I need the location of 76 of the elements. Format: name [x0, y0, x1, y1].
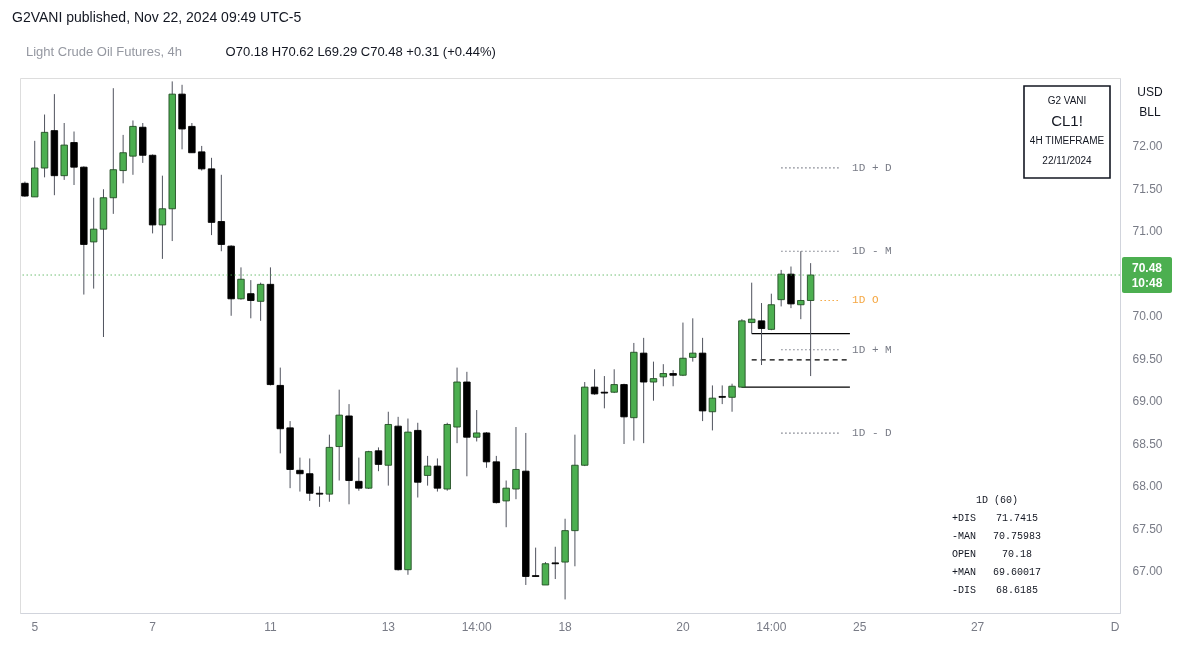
- y-tick-label: 70.00: [1132, 309, 1163, 324]
- annotation: OPEN: [951, 549, 977, 560]
- x-tick-label: 14:00: [756, 619, 787, 634]
- candlestick: [679, 322, 687, 377]
- candlestick: [708, 384, 717, 431]
- candlestick: [247, 279, 255, 319]
- annotation: G2 VANI: [1047, 95, 1087, 106]
- candlestick: [433, 457, 442, 493]
- candlestick: [217, 174, 226, 252]
- series-label: 1D - M: [852, 245, 892, 258]
- y-axis-title: USD BLL: [1137, 85, 1163, 119]
- candlestick: [502, 480, 510, 528]
- chart-title: Light Crude Oil Futures, 4h: [26, 44, 183, 59]
- y-tick-label: 68.00: [1132, 479, 1163, 494]
- annotation: 71.7415: [995, 513, 1039, 524]
- candlestick: [423, 455, 432, 487]
- y-tick-label: 69.50: [1132, 351, 1163, 366]
- x-tick-label: 11: [264, 619, 277, 634]
- annotation: CL1!: [1051, 112, 1083, 129]
- x-tick-label: 14:00: [461, 619, 493, 634]
- candlestick: [531, 547, 540, 577]
- x-tick-label: 27: [970, 619, 985, 634]
- annotation: 22/11/2024: [1042, 155, 1093, 166]
- annotation: 1D (60): [975, 495, 1019, 506]
- x-tick-label: 7: [149, 619, 157, 634]
- x-tick-label: 13: [381, 619, 396, 634]
- x-tick-label: D: [1110, 619, 1120, 634]
- series-label: 1D + D: [852, 161, 893, 174]
- series-label: 1D - D: [852, 427, 893, 440]
- candlestick: [306, 457, 314, 502]
- candlestick: [590, 368, 599, 396]
- candlestick: [198, 145, 206, 172]
- annotation: 70.18: [1001, 549, 1033, 560]
- x-tick-label: 25: [853, 619, 867, 634]
- candlestick: [600, 375, 609, 409]
- candlestick: [119, 134, 127, 184]
- annotation: 4H TIMEFRAME: [1029, 135, 1105, 146]
- candlestick: [355, 457, 363, 492]
- x-tick-label: 20: [676, 619, 690, 634]
- x-tick-label: 5: [31, 619, 39, 634]
- ref-line-label: 70.48 10:48: [1131, 261, 1163, 291]
- y-tick-label: 72.00: [1132, 139, 1163, 154]
- y-tick-label: 71.00: [1132, 224, 1163, 239]
- candlestick: [669, 369, 677, 387]
- y-tick-label: 67.00: [1132, 564, 1163, 579]
- candlestick: [374, 446, 383, 472]
- annotation: 69.60017: [992, 567, 1042, 578]
- annotation: +MAN: [951, 567, 977, 578]
- candlestick: [296, 457, 304, 493]
- candlestick: [659, 363, 667, 387]
- candlestick: [551, 546, 559, 580]
- series-label: 1D O: [852, 294, 879, 307]
- candlestick: [473, 409, 481, 442]
- text: G2VANI published, Nov 22, 2024 09:49 UTC-5: [12, 9, 302, 25]
- candlestick: [158, 175, 167, 260]
- y-tick-label: 71.50: [1132, 181, 1163, 196]
- series-label: 1D + M: [852, 343, 892, 356]
- candlestick: [689, 317, 697, 363]
- candlestick: [315, 485, 324, 508]
- y-tick-label: 67.50: [1132, 521, 1163, 536]
- annotation: +DIS: [951, 513, 977, 524]
- candlestick: [256, 282, 265, 322]
- chart-subtitle: O70.18 H70.62 L69.29 C70.48 +0.31 (+0.44%): [225, 44, 496, 59]
- annotation: 70.75983: [992, 531, 1042, 542]
- annotation: -MAN: [951, 531, 977, 542]
- candlestick: [541, 561, 550, 586]
- y-tick-label: 68.50: [1132, 436, 1163, 451]
- candlestick: [512, 426, 520, 500]
- x-tick-label: 18: [558, 619, 573, 634]
- candlestick: [728, 383, 736, 413]
- candlestick: [748, 282, 756, 335]
- annotation: -DIS: [951, 585, 977, 596]
- candlestick: [718, 384, 726, 405]
- y-tick-label: 69.00: [1132, 394, 1163, 409]
- annotation: 68.6185: [995, 585, 1039, 596]
- candlestick: [649, 361, 658, 402]
